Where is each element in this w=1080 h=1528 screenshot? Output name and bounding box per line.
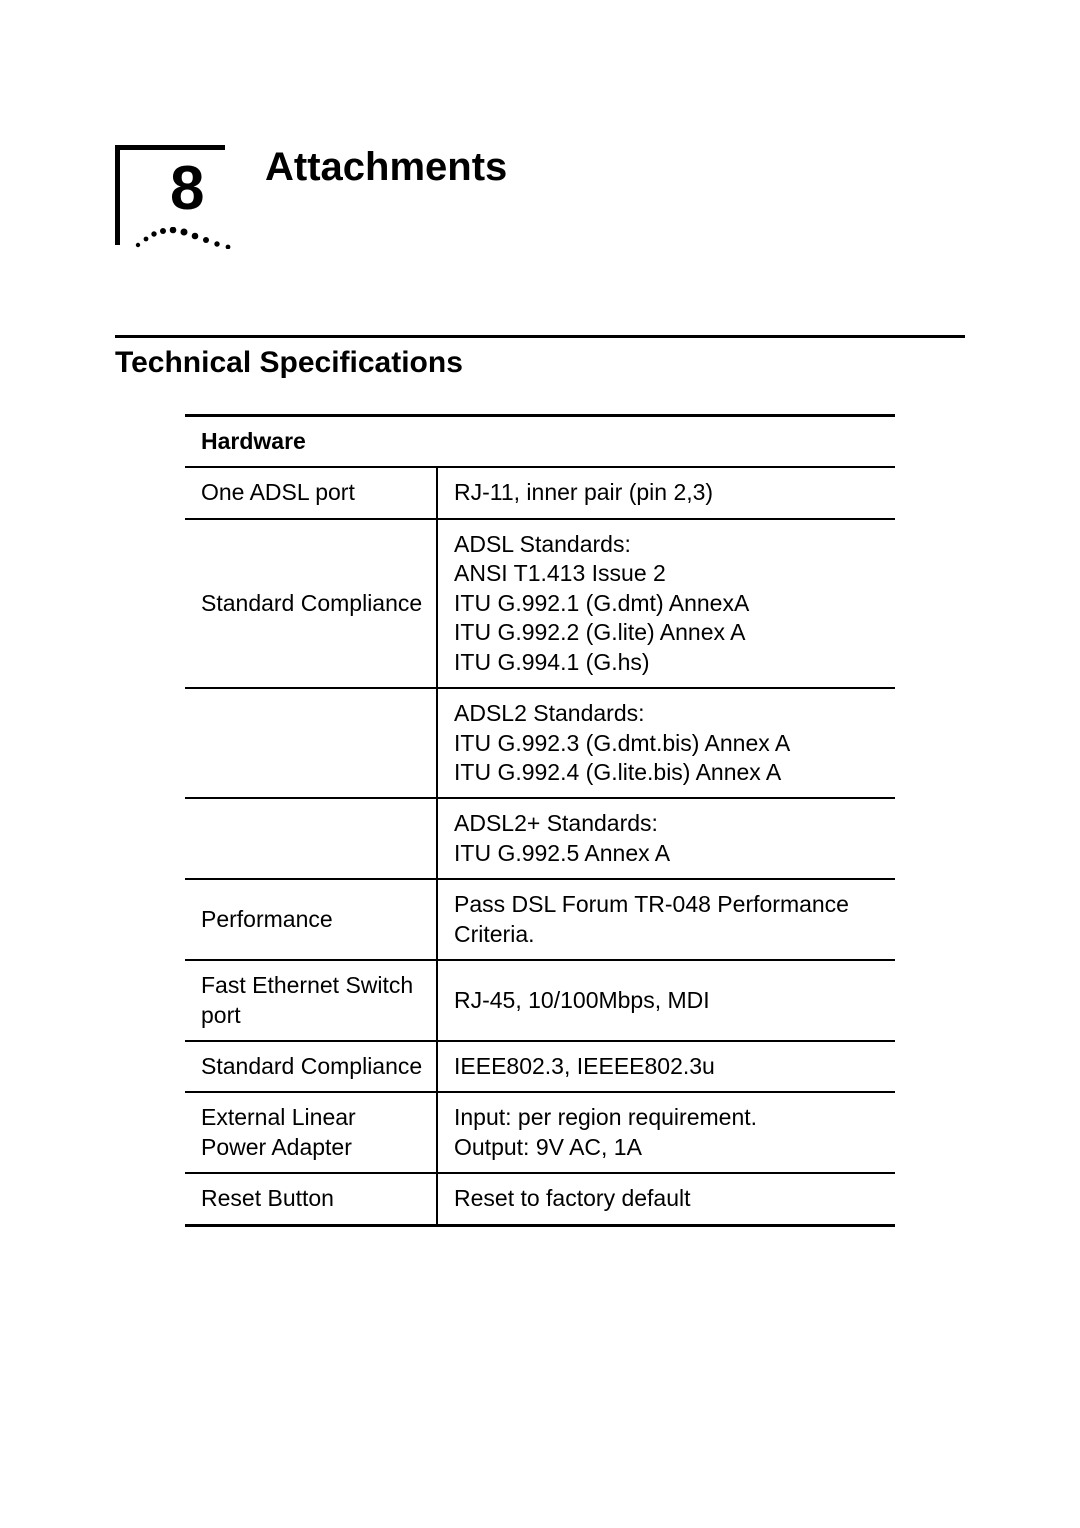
row-value: ADSL2+ Standards: ITU G.992.5 Annex A — [437, 798, 895, 879]
table-row: Standard ComplianceADSL Standards: ANSI … — [185, 519, 895, 688]
row-label: Standard Compliance — [185, 1041, 437, 1092]
table-row: External Linear Power AdapterInput: per … — [185, 1092, 895, 1173]
row-label — [185, 688, 437, 798]
table-row: ADSL2+ Standards: ITU G.992.5 Annex A — [185, 798, 895, 879]
table-row: ADSL2 Standards: ITU G.992.3 (G.dmt.bis)… — [185, 688, 895, 798]
chapter-mark: 8 — [115, 145, 225, 245]
row-value: ADSL2 Standards: ITU G.992.3 (G.dmt.bis)… — [437, 688, 895, 798]
table-row: PerformancePass DSL Forum TR-048 Perform… — [185, 879, 895, 960]
table-row: One ADSL portRJ-11, inner pair (pin 2,3) — [185, 467, 895, 518]
chapter-header: 8 Attachments — [115, 145, 965, 245]
section-title: Technical Specifications — [115, 346, 965, 380]
row-label: Fast Ethernet Switch port — [185, 960, 437, 1041]
chapter-dots-icon — [132, 227, 236, 249]
row-label: Standard Compliance — [185, 519, 437, 688]
table-header-row: Hardware — [185, 416, 895, 468]
row-value: IEEE802.3, IEEEE802.3u — [437, 1041, 895, 1092]
row-value: Reset to factory default — [437, 1173, 895, 1225]
row-value: ADSL Standards: ANSI T1.413 Issue 2 ITU … — [437, 519, 895, 688]
row-label: External Linear Power Adapter — [185, 1092, 437, 1173]
chapter-number: 8 — [170, 158, 204, 220]
table-row: Standard ComplianceIEEE802.3, IEEEE802.3… — [185, 1041, 895, 1092]
row-label — [185, 798, 437, 879]
spec-table-body: One ADSL portRJ-11, inner pair (pin 2,3)… — [185, 467, 895, 1225]
row-label: Reset Button — [185, 1173, 437, 1225]
spec-table: Hardware One ADSL portRJ-11, inner pair … — [185, 414, 895, 1227]
row-value: Input: per region requirement. Output: 9… — [437, 1092, 895, 1173]
row-value: Pass DSL Forum TR-048 Performance Criter… — [437, 879, 895, 960]
chapter-title: Attachments — [265, 145, 507, 190]
row-value: RJ-45, 10/100Mbps, MDI — [437, 960, 895, 1041]
table-row: Fast Ethernet Switch portRJ-45, 10/100Mb… — [185, 960, 895, 1041]
table-header: Hardware — [185, 416, 895, 468]
row-label: Performance — [185, 879, 437, 960]
table-row: Reset ButtonReset to factory default — [185, 1173, 895, 1225]
document-page: 8 Attachments Technical Specifications H… — [0, 0, 1080, 1227]
section-rule — [115, 335, 965, 338]
row-label: One ADSL port — [185, 467, 437, 518]
row-value: RJ-11, inner pair (pin 2,3) — [437, 467, 895, 518]
